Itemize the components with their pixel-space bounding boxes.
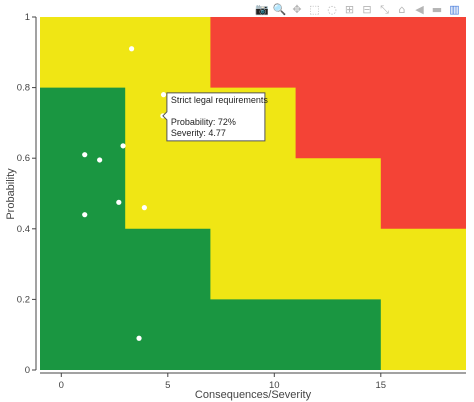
data-point[interactable]	[97, 157, 103, 163]
hover-compare-icon[interactable]: ▬	[432, 3, 442, 16]
tooltip-box	[162, 92, 266, 142]
zoom-out-icon[interactable]: ⊟	[362, 3, 371, 16]
y-tick-label: 1	[25, 12, 30, 23]
y-tick-label: 0.4	[17, 224, 30, 235]
x-tick-label: 0	[59, 380, 64, 391]
x-tick-label: 5	[165, 380, 170, 391]
data-points[interactable]	[82, 46, 167, 341]
axes: 0 5 10 15 0 0.2 0.4 0.6 0.8 1	[17, 12, 466, 391]
y-tick-label: 0.2	[17, 294, 30, 305]
modebar[interactable]: 📷 🔍 ✥ ⬚ ◌ ⊞ ⊟ ⤡ ⌂ ◀ ▬ ▥	[255, 2, 460, 16]
y-tick-label: 0	[25, 365, 30, 376]
spike-lines-icon[interactable]: ◀	[415, 3, 424, 16]
y-axis-title: Probability	[5, 168, 17, 220]
camera-icon[interactable]: 📷	[255, 3, 269, 16]
data-point[interactable]	[82, 212, 88, 218]
plotly-logo-icon[interactable]: ▥	[449, 3, 459, 16]
x-axis-title: Consequences/Severity	[195, 389, 312, 401]
tooltip-probability: Probability: 72%	[171, 117, 236, 127]
tooltip-severity: Severity: 4.77	[171, 128, 226, 138]
lasso-select-icon[interactable]: ◌	[327, 3, 337, 16]
zoom-icon[interactable]: 🔍	[273, 2, 287, 16]
data-point[interactable]	[120, 143, 126, 149]
y-tick-label: 0.6	[17, 153, 30, 164]
hover-tooltip: Strict legal requirements Probability: 72…	[162, 92, 269, 142]
data-point[interactable]	[82, 152, 88, 158]
pan-icon[interactable]: ✥	[292, 3, 301, 16]
data-point[interactable]	[141, 205, 147, 211]
data-point[interactable]	[116, 199, 122, 205]
zone-high-risk	[210, 17, 466, 229]
home-icon[interactable]: ⌂	[399, 3, 406, 16]
x-tick-label: 10	[269, 380, 280, 391]
data-point[interactable]	[160, 92, 167, 98]
data-point[interactable]	[136, 335, 142, 341]
y-tick-label: 0.8	[17, 83, 30, 94]
x-tick-label: 15	[376, 380, 387, 391]
data-point[interactable]	[128, 46, 135, 52]
zoom-in-icon[interactable]: ⊞	[345, 3, 354, 16]
tooltip-title: Strict legal requirements	[171, 95, 269, 105]
risk-zones	[40, 17, 466, 370]
zone-low-risk	[40, 87, 381, 370]
box-select-icon[interactable]: ⬚	[309, 3, 319, 16]
autoscale-icon[interactable]: ⤡	[380, 3, 389, 16]
